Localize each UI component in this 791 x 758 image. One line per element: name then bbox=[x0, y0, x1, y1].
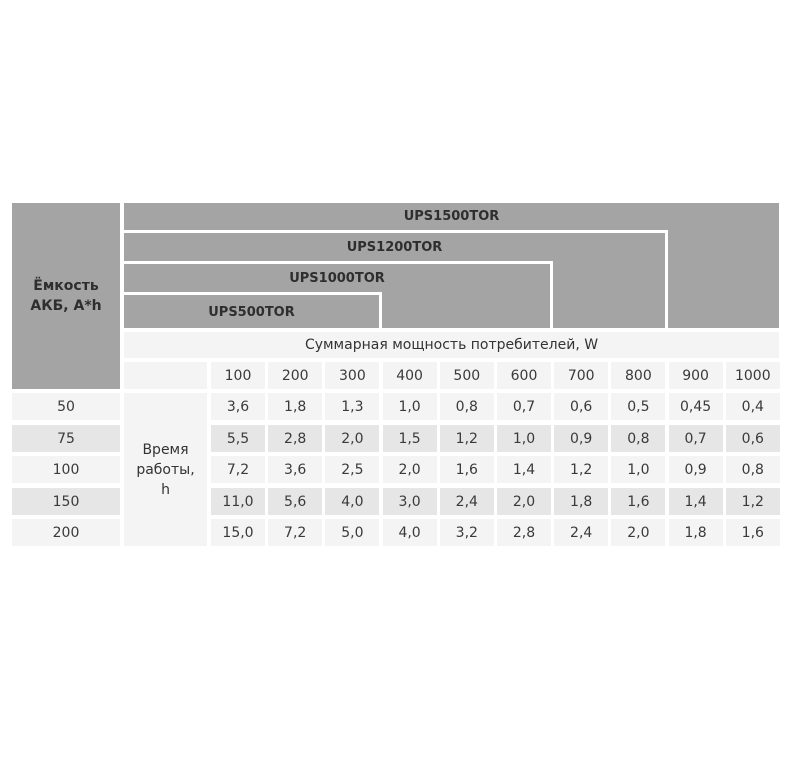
blank-header-cell bbox=[124, 362, 207, 389]
column-header-200: 200 bbox=[268, 362, 323, 389]
column-header-800: 800 bbox=[611, 362, 666, 389]
runtime-value-cell: 7,2 bbox=[211, 456, 265, 483]
column-header-300: 300 bbox=[325, 362, 380, 389]
runtime-value-cell: 0,9 bbox=[668, 456, 723, 483]
runtime-value-cell: 0,7 bbox=[668, 425, 723, 452]
runtime-value-cell: 0,6 bbox=[725, 425, 780, 452]
column-header-900: 900 bbox=[668, 362, 723, 389]
runtime-value-cell: 1,8 bbox=[268, 393, 323, 420]
column-header-500: 500 bbox=[439, 362, 494, 389]
capacity-cell: 100 bbox=[12, 456, 120, 483]
capacity-cell: 75 bbox=[12, 425, 120, 452]
runtime-value-cell: 2,4 bbox=[439, 488, 494, 515]
runtime-value-cell: 1,2 bbox=[725, 488, 780, 515]
runtime-value-cell: 3,0 bbox=[382, 488, 437, 515]
column-header-700: 700 bbox=[554, 362, 609, 389]
runtime-value-cell: 0,45 bbox=[668, 393, 723, 420]
runtime-value-cell: 0,8 bbox=[439, 393, 494, 420]
runtime-label-cell: Время работы, h bbox=[124, 393, 207, 546]
column-header-1000: 1000 bbox=[725, 362, 780, 389]
model-ups1500: UPS1500TOR bbox=[124, 203, 779, 230]
runtime-value-cell: 1,6 bbox=[611, 488, 666, 515]
capacity-cell: 150 bbox=[12, 488, 120, 515]
runtime-value-cell: 3,6 bbox=[211, 393, 265, 420]
runtime-value-cell: 2,0 bbox=[497, 488, 551, 515]
capacity-cell: 200 bbox=[12, 519, 120, 546]
column-header-400: 400 bbox=[382, 362, 437, 389]
runtime-value-cell: 15,0 bbox=[211, 519, 265, 546]
runtime-value-cell: 2,5 bbox=[325, 456, 380, 483]
runtime-value-cell: 1,8 bbox=[668, 519, 723, 546]
runtime-value-cell: 0,8 bbox=[611, 425, 666, 452]
runtime-value-cell: 0,4 bbox=[725, 393, 780, 420]
runtime-value-cell: 2,0 bbox=[382, 456, 437, 483]
runtime-value-cell: 1,6 bbox=[439, 456, 494, 483]
capacity-header-label: Ёмкость АКБ, A*h bbox=[30, 278, 102, 314]
runtime-value-cell: 0,9 bbox=[554, 425, 609, 452]
runtime-value-cell: 1,0 bbox=[382, 393, 437, 420]
runtime-value-cell: 1,2 bbox=[554, 456, 609, 483]
runtime-value-cell: 0,6 bbox=[554, 393, 609, 420]
model-ups1000: UPS1000TOR bbox=[289, 271, 385, 286]
capacity-header: Ёмкость АКБ, A*h bbox=[12, 203, 120, 389]
runtime-value-cell: 1,5 bbox=[382, 425, 437, 452]
runtime-value-cell: 0,8 bbox=[725, 456, 780, 483]
runtime-value-cell: 2,4 bbox=[554, 519, 609, 546]
runtime-value-cell: 2,8 bbox=[268, 425, 323, 452]
runtime-value-cell: 4,0 bbox=[382, 519, 437, 546]
runtime-value-cell: 7,2 bbox=[268, 519, 323, 546]
runtime-value-cell: 1,0 bbox=[497, 425, 551, 452]
runtime-value-cell: 2,0 bbox=[325, 425, 380, 452]
runtime-value-cell: 0,7 bbox=[497, 393, 551, 420]
runtime-value-cell: 1,2 bbox=[439, 425, 494, 452]
runtime-value-cell: 4,0 bbox=[325, 488, 380, 515]
runtime-value-cell: 2,8 bbox=[497, 519, 551, 546]
capacity-cell: 50 bbox=[12, 393, 120, 420]
runtime-value-cell: 2,0 bbox=[611, 519, 666, 546]
runtime-value-cell: 1,4 bbox=[497, 456, 551, 483]
runtime-value-cell: 1,6 bbox=[725, 519, 780, 546]
runtime-value-cell: 1,4 bbox=[668, 488, 723, 515]
model-ups1200: UPS1200TOR bbox=[346, 240, 443, 255]
runtime-value-cell: 1,8 bbox=[554, 488, 609, 515]
runtime-value-cell: 11,0 bbox=[211, 488, 265, 515]
runtime-value-cell: 0,5 bbox=[611, 393, 666, 420]
column-header-100: 100 bbox=[211, 362, 265, 389]
runtime-value-cell: 1,3 bbox=[325, 393, 380, 420]
runtime-value-cell: 3,6 bbox=[268, 456, 323, 483]
column-header-600: 600 bbox=[497, 362, 551, 389]
runtime-value-cell: 5,5 bbox=[211, 425, 265, 452]
runtime-value-cell: 5,0 bbox=[325, 519, 380, 546]
runtime-value-cell: 1,0 bbox=[611, 456, 666, 483]
power-header: Суммарная мощность потребителей, W bbox=[124, 332, 779, 358]
model-ups500: UPS500TOR bbox=[208, 304, 295, 320]
runtime-value-cell: 3,2 bbox=[439, 519, 494, 546]
runtime-value-cell: 5,6 bbox=[268, 488, 323, 515]
